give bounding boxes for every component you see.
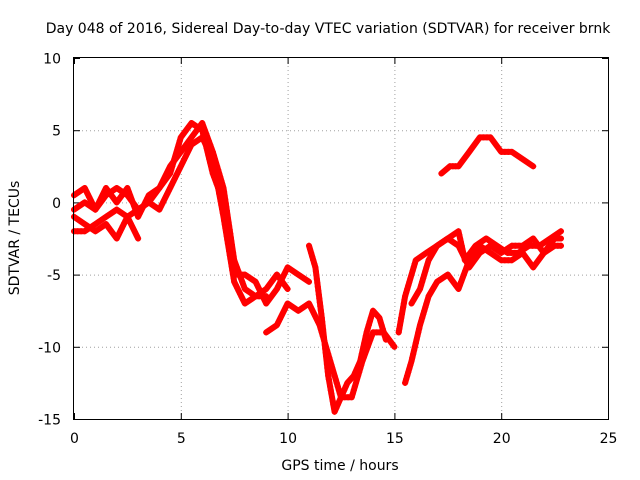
axis-ticks: 0 5 10 15 20 25 10 5 0 -5 -10 -15 [38, 52, 617, 448]
y-tick-label: 10 [43, 52, 61, 68]
x-tick-label: 10 [279, 431, 297, 447]
x-tick-label: 25 [600, 431, 618, 447]
series-markers [402, 242, 564, 386]
series-sat-d [71, 206, 142, 242]
y-tick-label: 0 [52, 196, 61, 212]
series-markers [306, 242, 389, 415]
series-sat-i [408, 228, 564, 307]
x-tick-label: 15 [386, 431, 404, 447]
y-tick-label: 5 [52, 124, 61, 140]
x-tick-label: 5 [177, 431, 186, 447]
series-sat-f [306, 242, 389, 415]
x-tick-label: 20 [493, 431, 511, 447]
y-tick-label: -10 [38, 340, 61, 356]
plot-frame [73, 57, 609, 420]
x-tick-label: 0 [70, 431, 79, 447]
series-markers [438, 134, 537, 177]
x-axis-title: GPS time / hours [281, 458, 398, 474]
chart-title: Day 048 of 2016, Sidereal Day-to-day VTE… [46, 21, 611, 37]
grid [74, 58, 608, 419]
y-tick-label: -15 [38, 413, 61, 429]
series-markers [408, 228, 564, 307]
data-series [71, 120, 564, 415]
series-sat-j [438, 134, 537, 177]
y-axis-title: SDTVAR / TECUs [7, 181, 23, 296]
y-tick-label: -5 [47, 268, 61, 284]
